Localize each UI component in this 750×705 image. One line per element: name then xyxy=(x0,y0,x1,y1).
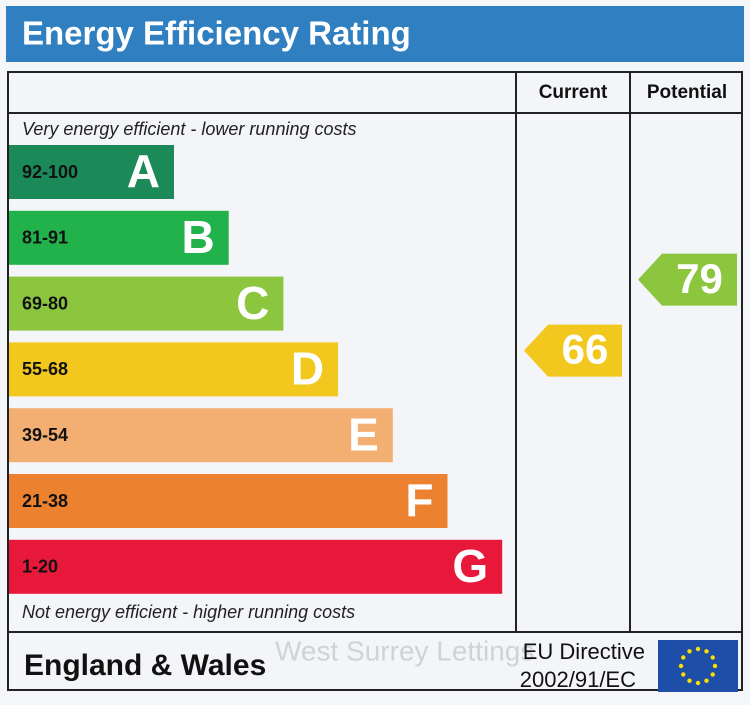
column-header: Potential xyxy=(647,82,727,103)
flag-star xyxy=(681,672,686,677)
rating-arrow xyxy=(524,324,622,377)
flag-star xyxy=(681,655,686,660)
flag-star xyxy=(695,680,701,686)
band-range: 92-100 xyxy=(22,162,78,182)
band-range: 1-20 xyxy=(22,557,58,577)
band-range: 55-68 xyxy=(22,359,68,379)
directive: EU Directive xyxy=(523,639,645,664)
flag-star xyxy=(704,649,709,654)
flag-star xyxy=(710,655,715,660)
eu-flag xyxy=(658,640,738,692)
region: England & Wales xyxy=(24,649,266,682)
band xyxy=(9,210,229,265)
band-letter: E xyxy=(348,408,379,460)
band xyxy=(9,276,284,331)
flag-star xyxy=(704,678,709,683)
band-letter: G xyxy=(452,540,488,592)
chart-title: Energy Efficiency Rating xyxy=(22,15,411,52)
band xyxy=(9,408,393,463)
column-header: Current xyxy=(539,82,608,103)
band-range: 81-91 xyxy=(22,228,68,248)
band xyxy=(9,342,339,397)
watermark: West Surrey Lettings xyxy=(275,635,534,666)
rating-value: 79 xyxy=(676,255,723,302)
flag-star xyxy=(687,678,692,683)
band-letter: D xyxy=(291,343,324,395)
flag-star xyxy=(695,646,701,652)
band xyxy=(9,145,174,199)
band-letter: C xyxy=(236,277,269,329)
directive: 2002/91/EC xyxy=(520,667,636,692)
flag-star xyxy=(678,663,684,669)
band-range: 39-54 xyxy=(22,425,68,445)
rating-value: 66 xyxy=(562,326,609,373)
flag-star xyxy=(710,672,715,677)
band xyxy=(9,539,503,594)
top-note: Very energy efficient - lower running co… xyxy=(22,119,357,139)
band-letter: B xyxy=(181,211,214,263)
band-letter: F xyxy=(405,474,433,526)
title-bar xyxy=(6,6,744,62)
rating-arrow xyxy=(638,253,737,306)
flag-star xyxy=(712,663,718,669)
band-range: 21-38 xyxy=(22,491,68,511)
band-range: 69-80 xyxy=(22,293,68,313)
flag-star xyxy=(687,649,692,654)
band xyxy=(9,474,448,528)
band-letter: A xyxy=(127,145,160,197)
bottom-note: Not energy efficient - higher running co… xyxy=(22,602,355,622)
